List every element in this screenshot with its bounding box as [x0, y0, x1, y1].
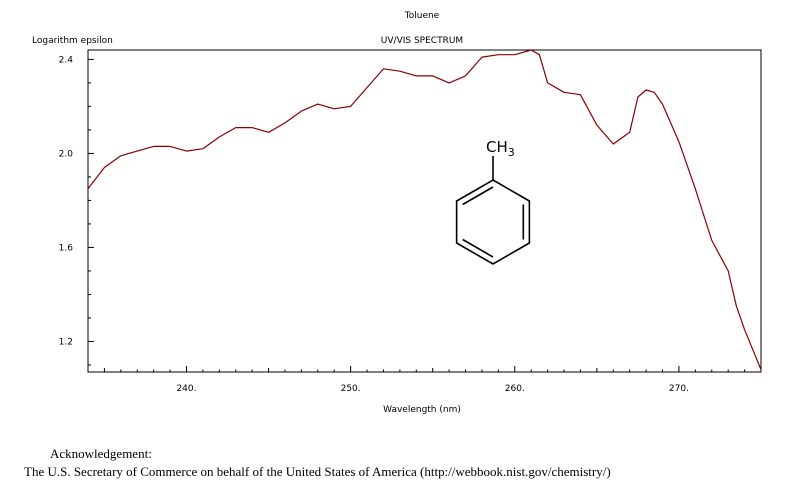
plot-frame [87, 49, 762, 373]
y-tick-label: 1.6 [59, 243, 74, 253]
acknowledgement-heading: Acknowledgement: [50, 446, 152, 461]
axis-ticks: 240. 250. 260. 270. 1.2 1.6 2.0 2.4 [59, 55, 762, 394]
chart-title: Toluene [404, 11, 440, 21]
axes [87, 49, 762, 373]
x-axis-label: Wavelength (nm) [383, 405, 461, 415]
x-tick-label: 260. [505, 384, 525, 394]
toluene-structure: CH3 [455, 138, 531, 265]
x-tick-label: 270. [669, 384, 689, 394]
chart-subtitle: UV/VIS SPECTRUM [381, 36, 463, 46]
series-line [87, 49, 762, 370]
acknowledgement-text: The U.S. Secretary of Commerce on behalf… [24, 464, 611, 479]
y-axis-label: Logarithm epsilon [32, 36, 113, 46]
y-tick-label: 1.2 [59, 337, 73, 347]
series-group [87, 49, 762, 370]
y-tick-label: 2.4 [59, 55, 74, 65]
y-tick-label: 2.0 [59, 149, 74, 159]
structure-label: CH3 [486, 138, 515, 159]
ring-double-bond [462, 186, 494, 206]
x-tick-label: 240. [176, 384, 196, 394]
ring-double-bond [462, 238, 494, 258]
x-tick-label: 250. [341, 384, 361, 394]
benzene-ring [455, 179, 531, 265]
